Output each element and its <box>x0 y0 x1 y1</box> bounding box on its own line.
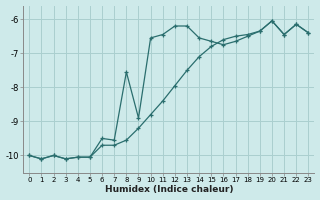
X-axis label: Humidex (Indice chaleur): Humidex (Indice chaleur) <box>105 185 233 194</box>
